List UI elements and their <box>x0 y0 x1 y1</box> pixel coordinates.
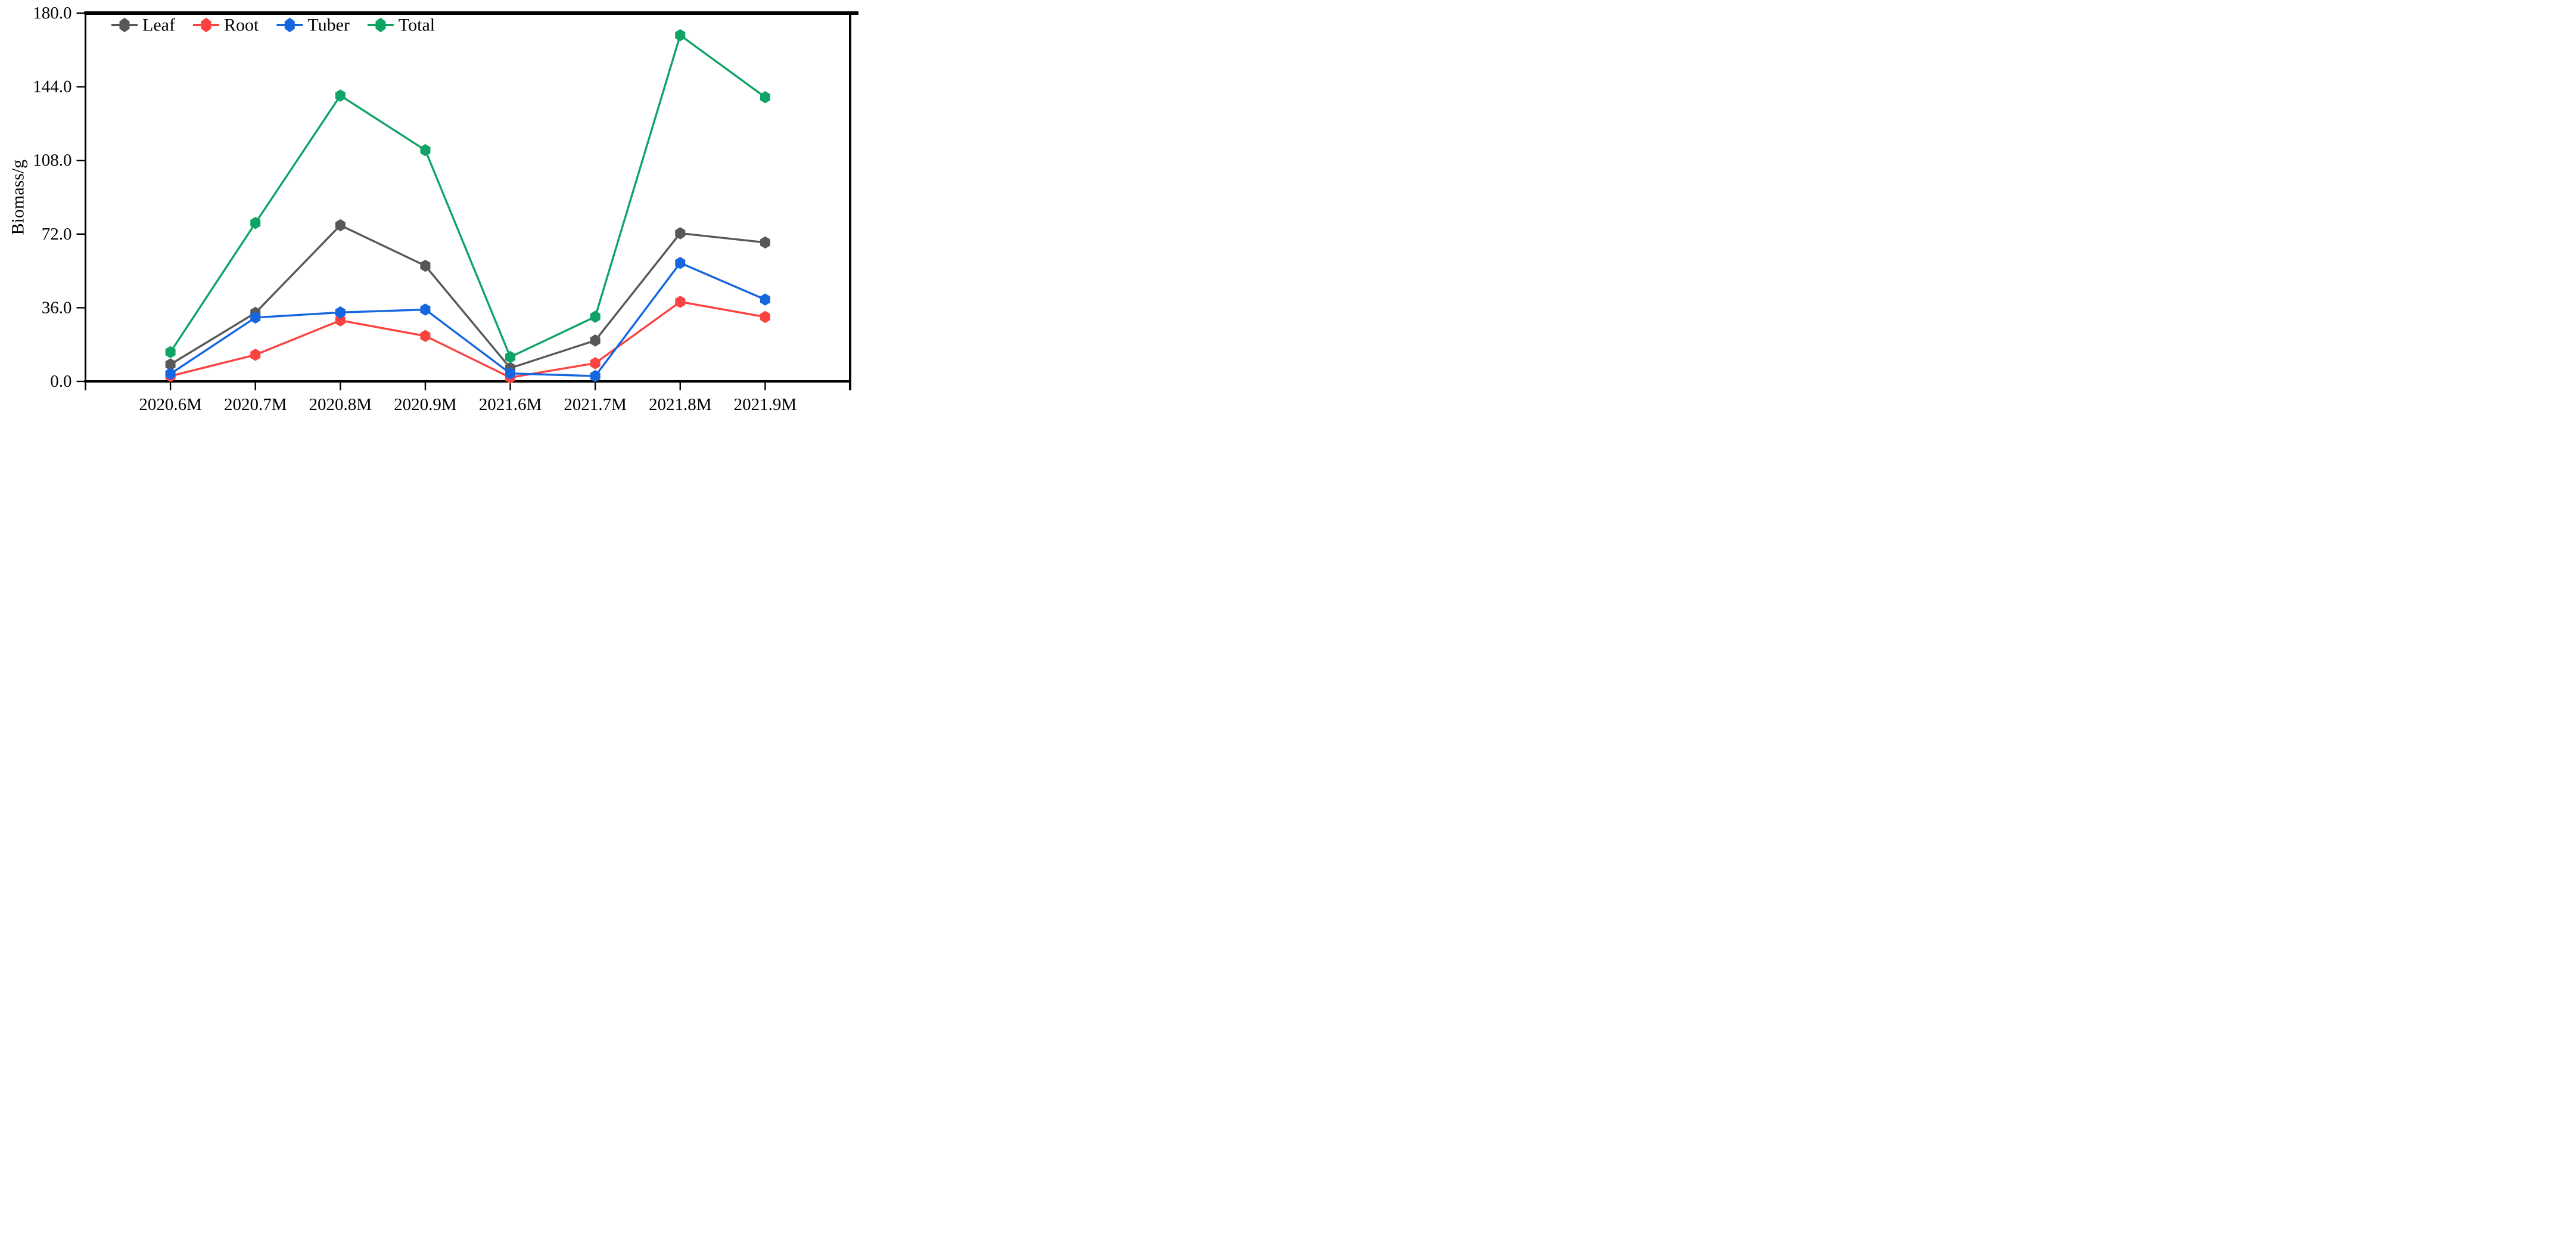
legend-marker-root <box>201 17 211 33</box>
data-point-leaf-2020.6M <box>165 358 176 371</box>
series-line-tuber <box>170 262 766 377</box>
biomass-line-chart-figure: 0.0 36.0 72.0 108.0 144.0 180.0 Biomass/g 2020… <box>0 0 858 418</box>
data-point-root-2021.7M <box>590 357 601 369</box>
x-tick-label: 2020.7M <box>224 395 287 414</box>
data-point-tuber-2020.7M <box>250 311 261 324</box>
data-point-root-2021.8M <box>675 296 686 308</box>
y-tick-label: 36.0 <box>42 298 72 317</box>
legend-marker-leaf <box>119 17 130 33</box>
legend-marker-total <box>375 17 386 33</box>
y-tick-label: 144.0 <box>33 77 71 97</box>
y-tick-label: 0.0 <box>50 372 71 391</box>
legend-label-tuber: Tuber <box>307 15 350 35</box>
x-tick-label: 2021.7M <box>564 395 627 414</box>
data-point-tuber-2021.7M <box>590 369 601 383</box>
legend-marker-tuber <box>284 17 295 33</box>
data-point-tuber-2020.8M <box>335 306 346 319</box>
x-tick-label: 2021.6M <box>479 395 542 414</box>
legend-label-total: Total <box>399 15 435 35</box>
series-line-leaf <box>170 223 766 369</box>
data-point-tuber-2021.6M <box>505 367 516 380</box>
data-point-leaf-2021.8M <box>675 227 686 240</box>
x-tick-label: 2021.8M <box>649 395 712 414</box>
data-point-total-2020.7M <box>250 217 261 229</box>
data-point-leaf-2020.8M <box>335 219 346 232</box>
legend-label-root: Root <box>224 15 259 35</box>
y-tick-label: 180.0 <box>33 4 71 23</box>
legend-label-leaf: Leaf <box>142 15 175 35</box>
data-point-total-2021.9M <box>760 91 770 104</box>
y-axis: 0.0 36.0 72.0 108.0 144.0 180.0 Biomass/g <box>8 4 86 391</box>
plot-frame <box>84 11 858 390</box>
data-point-tuber-2021.8M <box>675 256 686 269</box>
x-tick-label: 2020.9M <box>394 395 457 414</box>
data-series <box>165 29 770 384</box>
data-point-total-2021.8M <box>675 29 686 42</box>
data-point-total-2021.6M <box>505 350 516 364</box>
data-point-leaf-2021.7M <box>590 334 601 347</box>
y-axis-title: Biomass/g <box>8 160 28 235</box>
data-point-leaf-2021.9M <box>760 236 770 249</box>
x-tick-label: 2021.9M <box>734 395 797 414</box>
data-point-total-2021.7M <box>590 310 601 323</box>
data-point-root-2021.9M <box>760 310 770 324</box>
data-point-leaf-2020.9M <box>420 259 431 272</box>
data-point-root-2020.9M <box>420 330 431 343</box>
y-tick-label: 72.0 <box>42 225 72 244</box>
series-line-root <box>170 300 766 379</box>
x-axis: 2020.6M 2020.7M 2020.8M 2020.9M 2021.6M 2021.… <box>85 381 851 414</box>
chart-canvas: 0.0 36.0 72.0 108.0 144.0 180.0 Biomass/g 2020… <box>8 4 858 414</box>
series-line-total <box>169 33 766 359</box>
data-point-tuber-2020.6M <box>165 368 176 380</box>
data-point-total-2020.8M <box>335 89 346 102</box>
legend: Leaf Root Tuber Total <box>111 15 435 35</box>
data-point-root-2020.8M <box>335 314 346 327</box>
data-point-root-2020.7M <box>250 349 261 361</box>
data-point-total-2020.6M <box>165 346 176 359</box>
x-tick-label: 2020.6M <box>139 395 202 414</box>
y-tick-label: 108.0 <box>33 151 71 170</box>
data-point-total-2020.9M <box>420 144 431 157</box>
data-point-tuber-2021.9M <box>760 293 770 306</box>
data-point-tuber-2020.9M <box>420 303 431 316</box>
x-tick-label: 2020.8M <box>309 395 372 414</box>
